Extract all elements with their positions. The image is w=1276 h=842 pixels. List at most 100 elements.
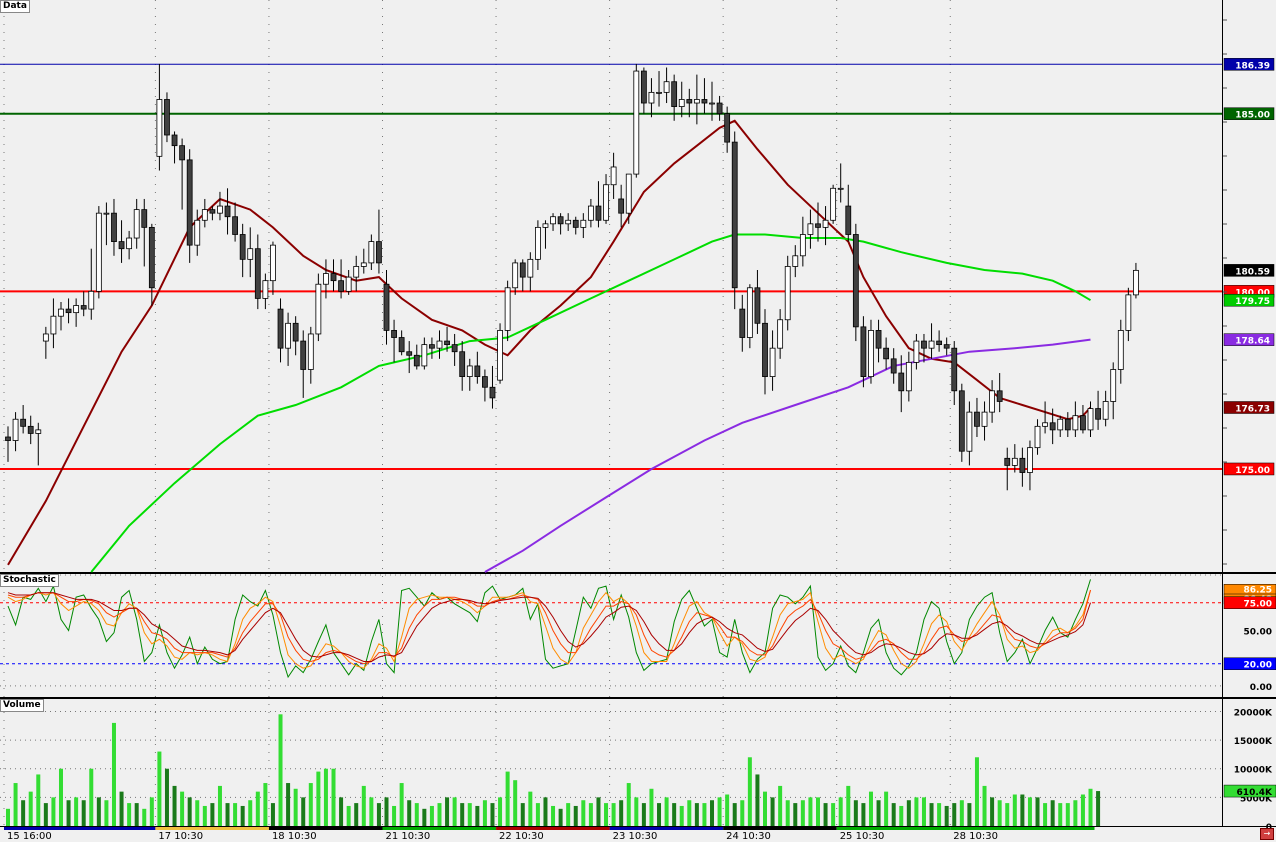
- candle-body: [807, 223, 814, 235]
- candle: [1110, 362, 1117, 420]
- candle-body: [353, 266, 360, 278]
- volume-bar: [422, 808, 427, 826]
- candle: [95, 206, 102, 299]
- candle: [1004, 447, 1011, 491]
- candle-body: [35, 429, 42, 434]
- candle-body: [974, 411, 980, 427]
- candle: [921, 333, 927, 363]
- price-level-tag: 175.00: [1235, 466, 1270, 476]
- candle-body: [565, 219, 572, 225]
- expand-icon[interactable]: →: [1260, 828, 1274, 840]
- volume-bar: [823, 803, 828, 826]
- candle-body: [277, 308, 284, 349]
- volume-bar: [225, 803, 230, 826]
- candle: [981, 401, 988, 441]
- volume-bar: [384, 797, 389, 826]
- candle: [572, 216, 579, 235]
- candle-body: [618, 198, 625, 214]
- candle-body: [239, 234, 246, 260]
- volume-bar: [13, 783, 18, 826]
- candle-body: [459, 351, 466, 377]
- candle-body: [111, 212, 117, 242]
- volume-bar: [240, 805, 245, 826]
- volume-bar: [778, 785, 783, 826]
- volume-bar: [346, 805, 351, 826]
- candle: [686, 88, 693, 118]
- candle: [860, 316, 867, 388]
- volume-bar: [1005, 803, 1010, 826]
- candle-body: [20, 418, 27, 427]
- candle: [232, 202, 239, 242]
- candle: [1027, 440, 1033, 491]
- candle-body: [572, 219, 579, 228]
- volume-bar: [853, 800, 858, 826]
- volume-bar: [119, 791, 124, 826]
- candle-body: [852, 234, 859, 328]
- candle: [224, 188, 231, 235]
- stochastic-level-tag-bg: [1223, 657, 1276, 670]
- candle-body: [580, 219, 587, 228]
- candle: [164, 92, 170, 143]
- volume-axis-label: 5000K: [1240, 794, 1273, 804]
- stochastic-level-tag-bg: [1223, 596, 1276, 609]
- volume-bar: [967, 803, 972, 826]
- candle-body: [921, 340, 927, 349]
- candle-body: [542, 223, 549, 228]
- candle: [580, 213, 587, 239]
- candle-body: [875, 330, 882, 349]
- candle: [88, 248, 95, 320]
- volume-bar: [868, 791, 873, 826]
- volume-bar: [414, 803, 419, 826]
- volume-bar: [142, 808, 147, 826]
- candle: [20, 405, 27, 434]
- volume-bar: [1043, 803, 1048, 826]
- volume-bar: [1050, 800, 1055, 826]
- candle: [1133, 262, 1139, 299]
- candle: [406, 341, 413, 374]
- stochastic-line: [7, 590, 1091, 669]
- candle-body: [951, 347, 958, 392]
- candle-body: [1117, 330, 1124, 370]
- candle: [80, 291, 87, 317]
- candle-body: [80, 305, 87, 310]
- right-axis-divider: [1222, 0, 1223, 826]
- stochastic-line: [7, 589, 1091, 665]
- volume-bar: [1020, 794, 1025, 826]
- candle: [1064, 412, 1071, 437]
- volume-bar: [111, 722, 116, 826]
- volume-bar: [74, 797, 79, 826]
- candle-body: [27, 425, 34, 434]
- candle: [1095, 390, 1101, 430]
- volume-bar: [513, 780, 518, 826]
- candle-body: [837, 187, 844, 190]
- candle: [398, 330, 405, 356]
- candle: [535, 220, 541, 271]
- candle: [307, 326, 314, 384]
- x-axis-session-bar: [4, 827, 156, 830]
- x-axis-session-bar: [836, 827, 951, 830]
- candle-body: [595, 205, 602, 221]
- candle: [633, 63, 640, 178]
- candle: [951, 341, 958, 406]
- candle-body: [300, 340, 307, 370]
- candle-body: [88, 290, 95, 310]
- candle-body: [762, 322, 768, 377]
- candle-body: [232, 216, 239, 235]
- volume-bar: [157, 751, 162, 826]
- volume-bar: [619, 800, 624, 826]
- candle: [1087, 401, 1094, 437]
- candle-body: [943, 344, 950, 349]
- volume-bar: [331, 768, 336, 826]
- candle-body: [497, 330, 503, 381]
- candle: [338, 259, 344, 299]
- price-value-tag: 179.75: [1235, 297, 1270, 307]
- candle-body: [845, 205, 852, 235]
- candle: [640, 67, 647, 114]
- volume-bar: [248, 800, 253, 826]
- volume-bar: [172, 785, 177, 826]
- volume-bar: [392, 805, 397, 826]
- stochastic-panel-label: Stochastic: [0, 574, 59, 587]
- volume-bar: [89, 768, 94, 826]
